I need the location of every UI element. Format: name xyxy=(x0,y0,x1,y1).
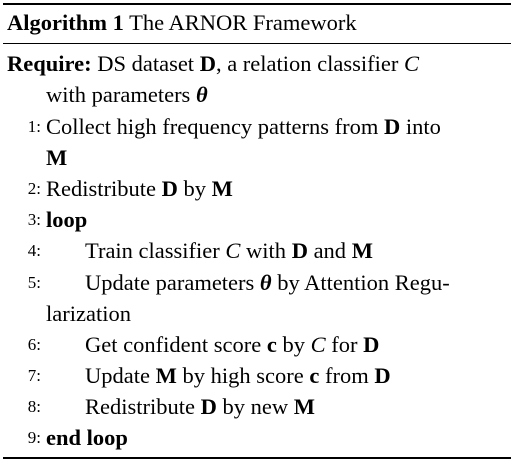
end-loop-keyword: end loop xyxy=(46,425,128,450)
line-number: 2: xyxy=(27,179,41,198)
line-number: 9: xyxy=(27,428,41,447)
line-number: 5: xyxy=(27,273,41,292)
caption-label: Algorithm 1 xyxy=(7,10,124,35)
symbol-C: C xyxy=(310,332,326,357)
line-number: 3: xyxy=(27,210,41,229)
symbol-theta: θ xyxy=(259,270,272,295)
symbol-M: M xyxy=(211,176,233,201)
step-text: for xyxy=(325,332,364,357)
step-text: larization xyxy=(46,301,131,326)
step-text: into xyxy=(400,114,441,139)
symbol-D: D xyxy=(384,114,401,139)
step-text: by Attention Regu- xyxy=(271,270,450,295)
top-rule xyxy=(3,3,511,5)
line-number: 1: xyxy=(27,117,41,136)
symbol-M: M xyxy=(155,363,177,388)
symbol-D: D xyxy=(291,238,308,263)
symbol-M: M xyxy=(293,394,315,419)
algorithm-box: Algorithm 1 The ARNOR Framework Require:… xyxy=(3,3,511,459)
line-number: 8: xyxy=(27,397,41,416)
step-text: with xyxy=(240,238,292,263)
require-text-c: with parameters xyxy=(46,82,196,107)
symbol-D: D xyxy=(199,51,216,76)
step-text: Update parameters xyxy=(85,270,260,295)
symbol-D: D xyxy=(374,363,391,388)
line-number: 6: xyxy=(27,335,41,354)
symbol-D: D xyxy=(200,394,217,419)
caption-rule xyxy=(3,43,511,44)
line-number: 7: xyxy=(27,366,41,385)
loop-keyword: loop xyxy=(46,207,88,232)
step-text: and xyxy=(307,238,352,263)
step-text: Redistribute xyxy=(85,394,201,419)
require-text-a: DS dataset xyxy=(97,51,200,76)
symbol-C: C xyxy=(225,238,241,263)
require-keyword: Require: xyxy=(7,51,92,76)
step-text: Collect high frequency patterns from xyxy=(46,114,385,139)
step-text: by high score xyxy=(176,363,310,388)
symbol-C: C xyxy=(403,51,419,76)
step-text: by xyxy=(276,332,311,357)
step-text: from xyxy=(319,363,375,388)
bottom-rule xyxy=(3,457,511,459)
step-text: by xyxy=(177,176,212,201)
step-text: by new xyxy=(216,394,294,419)
step-text: Get confident score xyxy=(85,332,267,357)
step-text: Redistribute xyxy=(46,176,162,201)
line-number: 4: xyxy=(27,241,41,260)
symbol-M: M xyxy=(351,238,373,263)
symbol-D: D xyxy=(161,176,178,201)
symbol-c: c xyxy=(266,332,277,357)
require-text-b: , a relation classifier xyxy=(215,51,404,76)
symbol-M: M xyxy=(46,145,68,170)
caption-title: The ARNOR Framework xyxy=(129,10,357,35)
symbol-c: c xyxy=(309,363,320,388)
step-text: Train classifier xyxy=(85,238,226,263)
algorithm-caption: Algorithm 1 The ARNOR Framework xyxy=(7,6,357,40)
symbol-theta: θ xyxy=(195,82,208,107)
step-text: Update xyxy=(85,363,156,388)
symbol-D: D xyxy=(363,332,380,357)
